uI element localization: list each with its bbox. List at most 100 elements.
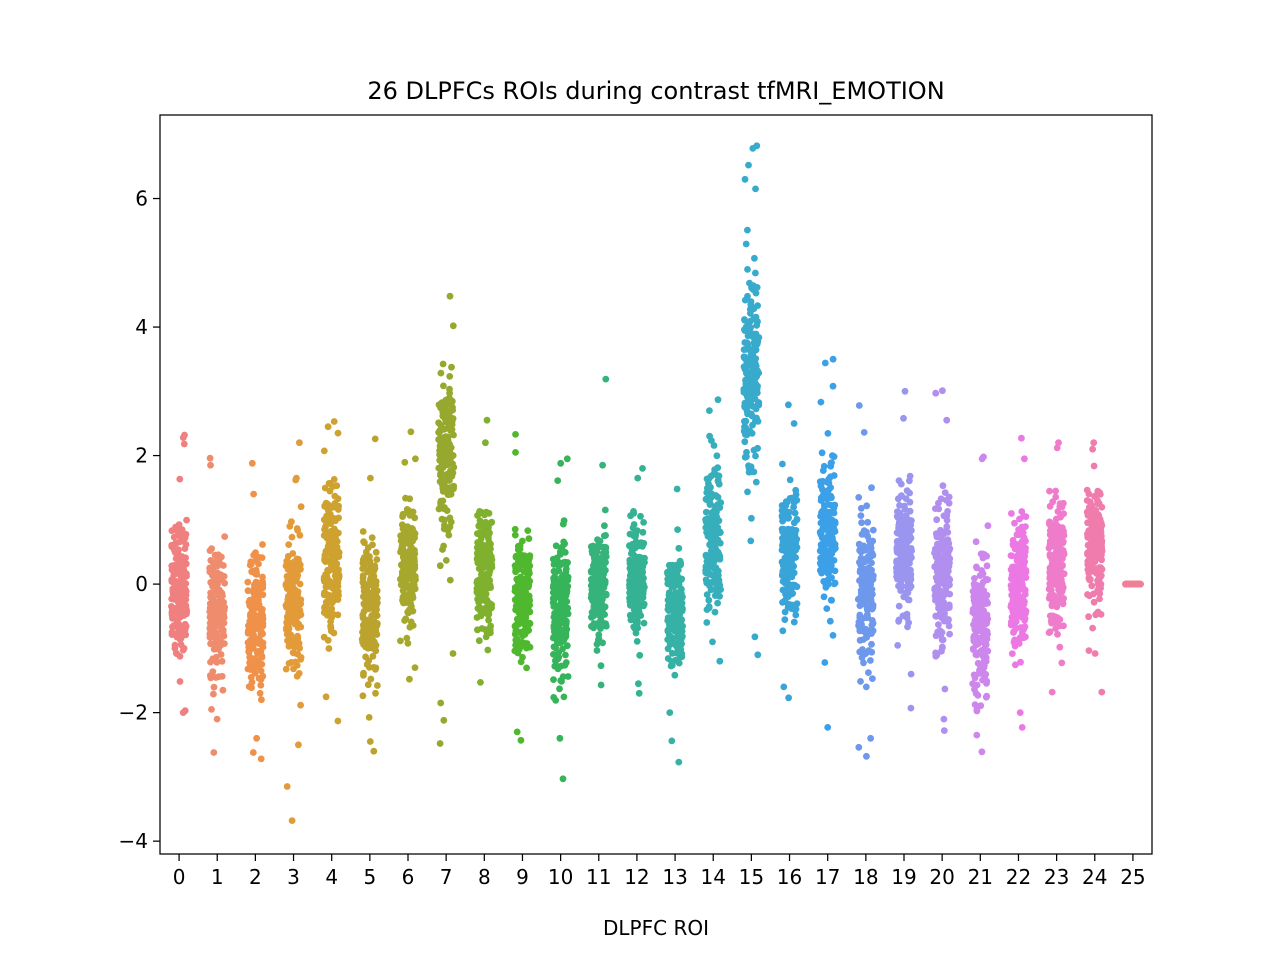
data-point — [823, 495, 831, 502]
data-point — [903, 487, 911, 494]
data-point — [747, 537, 755, 545]
data-point — [405, 609, 412, 616]
data-point — [668, 583, 676, 591]
data-point — [365, 623, 372, 631]
data-point — [369, 640, 376, 647]
data-point — [711, 466, 719, 473]
data-point — [211, 551, 219, 559]
data-point — [221, 533, 229, 540]
data-point — [439, 360, 447, 368]
data-point — [945, 616, 952, 623]
data-point — [179, 537, 187, 545]
data-point — [333, 586, 341, 593]
data-point — [250, 551, 258, 559]
data-point — [169, 585, 177, 593]
data-point — [978, 455, 986, 463]
data-point — [869, 572, 877, 580]
data-point — [668, 737, 676, 745]
data-point — [1048, 602, 1056, 610]
data-point — [448, 363, 455, 371]
data-point — [864, 533, 872, 540]
data-point — [402, 599, 410, 606]
data-point — [330, 418, 338, 425]
data-point — [411, 573, 419, 580]
data-point — [259, 573, 266, 581]
data-point — [321, 484, 329, 492]
data-point — [708, 563, 716, 571]
data-point — [247, 560, 255, 568]
x-tick-label: 18 — [853, 865, 878, 889]
data-point — [597, 594, 604, 602]
data-point — [746, 357, 754, 365]
data-point — [409, 594, 417, 602]
data-point — [365, 714, 373, 721]
data-point — [255, 674, 263, 682]
data-point — [246, 644, 254, 651]
data-point — [828, 543, 836, 551]
data-point — [442, 524, 450, 532]
data-point — [792, 486, 800, 494]
data-point — [476, 517, 484, 525]
data-point — [743, 376, 751, 384]
data-point — [706, 571, 714, 578]
data-point — [587, 567, 595, 575]
data-point — [639, 562, 647, 570]
data-point — [825, 501, 833, 508]
x-tick-label: 12 — [624, 865, 649, 889]
data-point — [679, 633, 686, 640]
data-point — [551, 662, 559, 670]
data-point — [941, 489, 949, 496]
data-point — [519, 653, 526, 661]
data-point — [294, 562, 302, 570]
series-7 — [435, 292, 458, 747]
data-point — [255, 560, 262, 568]
data-point — [932, 389, 940, 397]
data-point — [297, 503, 305, 511]
data-point — [1018, 633, 1025, 641]
data-point — [674, 526, 681, 533]
data-point — [335, 592, 342, 599]
data-point — [412, 455, 419, 463]
data-point — [1046, 502, 1054, 510]
data-point — [751, 633, 759, 641]
data-point — [1009, 540, 1017, 548]
data-point — [183, 516, 191, 524]
data-point — [522, 589, 530, 597]
data-point — [972, 633, 980, 641]
data-point — [1046, 537, 1054, 545]
data-point — [366, 663, 373, 671]
data-point — [974, 640, 982, 648]
data-point — [294, 526, 301, 534]
data-point — [753, 340, 761, 348]
data-point — [320, 573, 328, 581]
data-point — [1046, 628, 1054, 636]
data-point — [552, 574, 559, 582]
data-point — [1008, 565, 1016, 573]
data-point — [711, 546, 719, 554]
data-point — [477, 612, 485, 620]
data-point — [903, 610, 911, 618]
series-17 — [816, 355, 839, 731]
data-point — [513, 728, 521, 736]
data-point — [1050, 580, 1058, 588]
data-point — [172, 540, 180, 548]
data-point — [675, 758, 683, 766]
data-point — [780, 546, 788, 554]
data-point — [703, 591, 711, 598]
data-point — [554, 477, 562, 484]
data-point — [941, 685, 949, 693]
data-point — [1090, 439, 1098, 447]
data-point — [524, 527, 532, 534]
data-point — [830, 472, 838, 479]
data-point — [256, 689, 264, 697]
data-point — [1016, 709, 1024, 716]
data-point — [640, 619, 648, 627]
data-point — [209, 624, 217, 632]
data-point — [174, 592, 182, 599]
data-point — [486, 567, 494, 575]
data-point — [1022, 574, 1030, 581]
data-point — [168, 631, 176, 638]
data-point — [861, 595, 868, 602]
data-point — [407, 618, 415, 626]
data-point — [1056, 586, 1064, 594]
